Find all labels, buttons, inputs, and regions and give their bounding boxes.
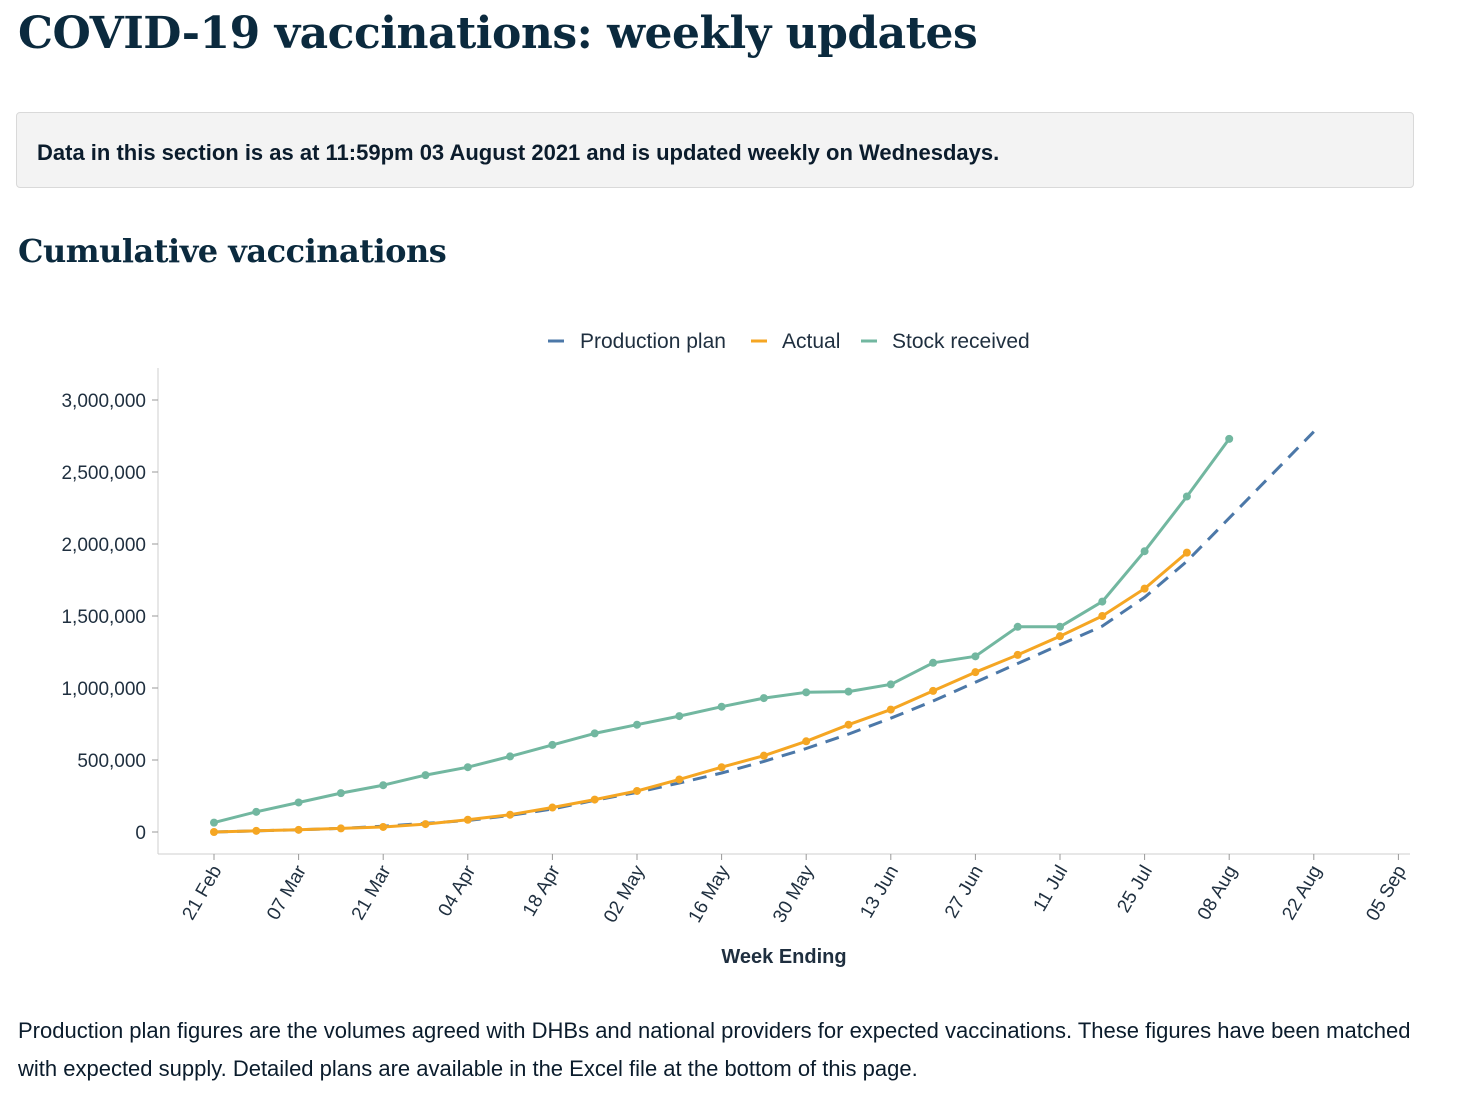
data-point-actual <box>717 763 726 772</box>
x-tick-label: 08 Aug <box>1194 862 1242 924</box>
data-point-actual <box>252 826 261 835</box>
data-point-actual <box>675 775 684 784</box>
data-point-actual <box>1182 548 1191 557</box>
x-tick-label: 30 May <box>769 862 819 927</box>
data-point-stock-received <box>463 763 472 772</box>
data-point-actual <box>971 668 980 677</box>
data-point-stock-received <box>759 694 768 703</box>
data-point-stock-received <box>1225 434 1234 443</box>
data-point-stock-received <box>717 702 726 711</box>
x-tick-label: 11 Jul <box>1029 862 1072 915</box>
data-point-stock-received <box>506 752 515 761</box>
legend-label-production-plan: Production plan <box>580 330 726 353</box>
data-point-stock-received <box>1056 622 1064 631</box>
x-tick-label: 18 Apr <box>519 861 565 920</box>
data-point-actual <box>886 705 895 714</box>
data-point-actual <box>802 737 811 746</box>
data-point-actual <box>633 786 641 795</box>
data-point-stock-received <box>590 729 599 738</box>
y-tick-label: 500,000 <box>77 751 146 772</box>
y-tick-label: 1,500,000 <box>61 607 146 628</box>
legend-label-stock-received: Stock received <box>892 330 1030 353</box>
data-point-stock-received <box>548 740 557 749</box>
x-tick-label: 27 Jun <box>941 862 988 922</box>
x-tick-label: 21 Feb <box>179 862 227 924</box>
x-tick-label: 16 May <box>685 862 735 927</box>
series-line-actual <box>213 551 1188 834</box>
y-tick-label: 2,000,000 <box>61 535 146 556</box>
series-line-production-plan <box>213 430 1315 834</box>
data-point-stock-received <box>294 798 303 807</box>
data-point-actual <box>929 686 938 695</box>
data-point-actual <box>379 822 388 831</box>
page-title: COVID-19 vaccinations: weekly updates <box>18 8 978 59</box>
data-point-actual <box>336 824 345 833</box>
data-point-stock-received <box>929 658 938 667</box>
data-point-actual <box>210 828 218 836</box>
y-tick-label: 2,500,000 <box>61 463 146 484</box>
x-tick-label: 02 May <box>600 862 650 927</box>
data-point-stock-received <box>802 688 811 697</box>
section-title: Cumulative vaccinations <box>18 232 447 270</box>
data-point-actual <box>548 803 557 812</box>
legend-label-actual: Actual <box>782 330 840 353</box>
data-point-actual <box>844 720 853 729</box>
data-notice-box: Data in this section is as at 11:59pm 03… <box>16 112 1414 188</box>
production-plan-footnote: Production plan figures are the volumes … <box>18 1018 1411 1081</box>
data-point-actual <box>506 810 515 819</box>
data-point-actual <box>1098 612 1107 620</box>
data-point-actual <box>1056 632 1064 641</box>
data-point-stock-received <box>336 789 345 798</box>
data-point-actual <box>1140 584 1149 593</box>
data-point-stock-received <box>379 781 388 790</box>
data-point-stock-received <box>252 807 261 816</box>
y-tick-label: 1,000,000 <box>61 679 146 700</box>
y-tick-label: 0 <box>135 823 146 844</box>
x-tick-label: 07 Mar <box>263 861 311 923</box>
data-point-stock-received <box>1013 622 1022 631</box>
x-tick-label: 22 Aug <box>1278 862 1326 924</box>
x-axis-title: Week Ending <box>721 946 846 968</box>
data-point-stock-received <box>210 818 218 827</box>
data-point-actual <box>294 825 303 834</box>
x-tick-label: 05 Sep <box>1362 862 1410 925</box>
data-point-stock-received <box>675 712 684 721</box>
data-point-stock-received <box>1182 492 1191 501</box>
data-point-actual <box>759 751 768 760</box>
data-point-actual <box>421 820 430 829</box>
x-tick-label: 04 Apr <box>434 861 480 920</box>
data-notice-text: Data in this section is as at 11:59pm 03… <box>37 140 1000 165</box>
data-point-stock-received <box>844 687 853 696</box>
x-tick-label: 13 Jun <box>856 862 903 922</box>
data-point-actual <box>1013 650 1022 659</box>
data-point-stock-received <box>421 771 430 780</box>
data-point-stock-received <box>886 680 895 689</box>
data-point-stock-received <box>971 652 980 661</box>
data-point-actual <box>463 815 472 824</box>
x-tick-label: 25 Jul <box>1113 862 1157 916</box>
data-point-actual <box>590 795 599 804</box>
data-point-stock-received <box>633 720 641 729</box>
data-point-stock-received <box>1098 597 1107 606</box>
cumulative-vaccinations-chart: 0 500,000 1,000,000 1,500,000 2,000,000 2,500… <box>61 330 1410 968</box>
y-tick-label: 3,000,000 <box>61 391 146 412</box>
data-point-stock-received <box>1140 547 1149 556</box>
x-tick-label: 21 Mar <box>348 861 396 923</box>
